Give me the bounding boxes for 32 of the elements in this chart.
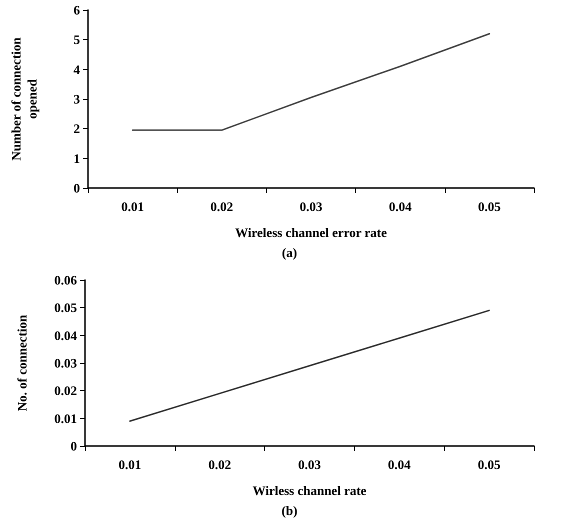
x-tick-label: 0.01 (121, 199, 144, 214)
y-tick-label: 0.06 (54, 272, 78, 288)
y-tick-label: 1 (74, 150, 80, 166)
x-tick-label: 0.02 (210, 199, 234, 214)
line-series (132, 32, 490, 131)
text: (b) (282, 503, 298, 518)
x-tick-label: 0.05 (478, 199, 502, 214)
y-tick-label: 5 (74, 32, 80, 48)
x-axis-title: Wirless channel rate (252, 483, 367, 498)
x-tick-label: 0.03 (298, 457, 322, 472)
x-tick-label: 0.04 (388, 199, 412, 214)
y-tick-label: 6 (74, 2, 80, 18)
x-tick-label: 0.01 (118, 457, 142, 472)
x-tick-label: 0.03 (300, 199, 323, 214)
x-tick-label: 0.04 (388, 457, 412, 472)
x-axis-title: Wireless channel error rate (235, 225, 388, 240)
y-tick-label: 0.01 (54, 410, 77, 426)
x-tick-label: 0.05 (478, 457, 501, 472)
y-tick-label: 3 (74, 92, 80, 106)
y-axis-title: Number of connection opened (8, 36, 40, 161)
y-tick-label: 0.04 (54, 328, 78, 343)
y-tick-label: 0 (70, 438, 77, 454)
text: (a) (282, 245, 298, 260)
y-tick-label: 2 (74, 121, 80, 136)
y-tick-label: 0.03 (54, 356, 78, 370)
y-tick-label: 0.05 (54, 300, 78, 316)
line-series (129, 310, 490, 422)
y-tick-label: 0.02 (54, 383, 77, 398)
y-tick-label: 4 (74, 62, 80, 77)
y-axis-title: No. of connection (14, 314, 30, 412)
x-tick-label: 0.02 (208, 457, 232, 472)
y-tick-label: 0 (74, 180, 80, 196)
